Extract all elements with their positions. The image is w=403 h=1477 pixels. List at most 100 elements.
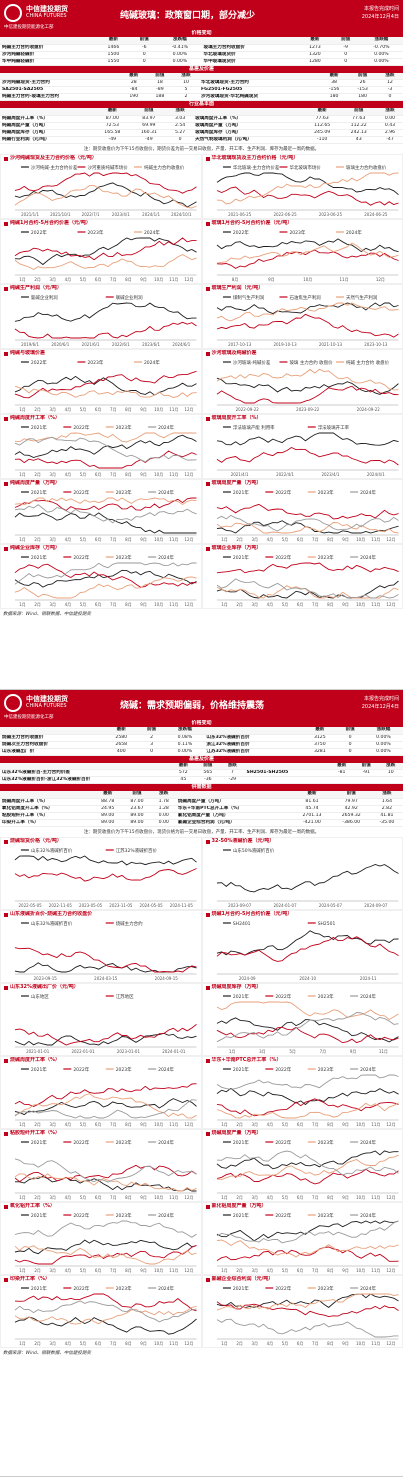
series-line [14, 1164, 197, 1182]
cell-value: 0 [130, 51, 159, 59]
series-line [14, 236, 197, 260]
x-tick-label: 10月 [154, 406, 163, 411]
x-tick-label: 2024/10/1 [171, 211, 192, 216]
chart-svg: 2021年 2022年 2023年 2024年 1月 2月 3月 4月 5月 6月 7月 8月 9月 10… [216, 1138, 399, 1200]
cell-value: 43 [340, 136, 377, 144]
x-tick-label: 8月 [327, 1121, 334, 1126]
footnote: 注：期货收盘价为下午15点收盘价，现货价格为前一交易日收盘，产量、开工率、生产利… [83, 829, 320, 835]
cell-value: 242.13 [340, 129, 377, 137]
x-tick-label: 3月 [50, 536, 57, 541]
chart-title: 沙河玻璃及纯碱价差 [203, 350, 403, 358]
chart-title: 印染开工率（%） [1, 1276, 201, 1284]
logo-mark-icon [4, 694, 22, 712]
x-tick-label: 2022/4/1 [276, 471, 294, 476]
cell-value: 0.11% [165, 741, 205, 749]
legend-label: 山东地区 [31, 992, 49, 999]
x-tick-label: 12月 [184, 276, 193, 281]
brand-name-cn: 中信建投期货 [26, 5, 68, 13]
x-tick-label: 4月 [266, 1121, 273, 1126]
legend-label: 2024年 [144, 358, 160, 365]
chart-svg: 2021年 2022年 2023年 2024年 1月 2月 3月 4月 5月 6月 7月 8月 9月 10… [14, 1211, 197, 1273]
chart-title-text: 玻璃周度开工率（%） [211, 415, 262, 421]
chart-title-text: 粘胶短纤开工率（%） [10, 1130, 61, 1136]
cell-value: 83.97 [130, 115, 168, 123]
x-tick-label: 6月 [296, 1267, 303, 1272]
title-marker-icon [205, 546, 210, 551]
legend-label: 江苏地区 [116, 992, 134, 999]
row-label: 烧碱周度开工率（%） [0, 798, 94, 806]
x-tick-label: 8月 [125, 1340, 132, 1345]
row-label: 氯碱企业综合利润（元/吨） [175, 819, 293, 827]
cell-value: 最新 [319, 72, 349, 80]
chart-svg: 华北玻璃-主力合约价差 华北玻璃市场价 玻璃主力合约收盘价 2021-06-25 202… [216, 163, 399, 217]
chart-title-text: 玻璃周度产量（万吨） [211, 480, 262, 486]
table-header-row: 最新 前值 涨跌 最新 前值 涨跌 [0, 762, 403, 770]
row-label: 氯化铝周度产量（万吨） [175, 812, 293, 820]
department-name: 中信建投期货能源化工部 [4, 715, 54, 720]
cell-value: 涨跌 [172, 72, 200, 80]
x-tick-label: 2023/4/1 [112, 211, 130, 216]
cell-value: 2 [172, 93, 200, 101]
x-tick-label: 3月 [251, 601, 258, 606]
series-line [216, 562, 399, 573]
chart-title-text: 纯碱企业库存（万吨） [10, 545, 61, 551]
table-row: 印染开工率（%） 89.00 89.00 0.00 氯碱企业综合利润（元/吨） -421.… [0, 819, 403, 827]
cell-value: 0.00 [376, 115, 403, 123]
cell-value: -110 [303, 136, 341, 144]
x-tick-label: 6月 [95, 601, 102, 606]
company-logo: 中信建投期货 CHINA FUTURES 中信建投期货能源化工部 [4, 4, 94, 30]
chart-title: 烧碱1月合约-5月合约价差（元/吨） [203, 911, 403, 919]
legend-label: 山东32%液碱折百价 [31, 846, 73, 853]
x-tick-label: 6月 [95, 1267, 102, 1272]
legend-label: 沙河重质纯碱市场价 [87, 163, 128, 170]
table-row: 山东32%液碱折百价-浙江32%液碱折百价 45 -36 -29 [0, 776, 403, 784]
row-label: 沙河纯碱现货-主力合约 [0, 79, 121, 87]
x-tick-label: 3月 [50, 1194, 57, 1199]
cell-value: 38 [319, 79, 349, 87]
row-label: 华东+华南PTC总开工率（%） [175, 805, 293, 813]
legend-label: 2023年 [317, 1211, 333, 1218]
report-page-soda-glass: 中信建投期货 CHINA FUTURES 中信建投期货能源化工部 纯碱玻璃：政策… [0, 0, 403, 690]
x-tick-label: 2022-05-05 [19, 902, 43, 907]
chart-title: 纯碱1月合约-5月合约价差（元/吨） [1, 220, 201, 228]
x-tick-label: 5月 [80, 406, 87, 411]
table-row: 纯碱周度开工率（%） 87.00 83.97 3.03 玻璃周度开工率（%） 77.63 7… [0, 115, 403, 123]
x-tick-label: 3月 [251, 536, 258, 541]
series-line [216, 519, 399, 534]
chart-title-text: 山东液碱折百价-烧碱主力合约收盘价 [10, 911, 93, 917]
x-tick-label: 9月 [140, 406, 147, 411]
chart-svg: 2021年 2022年 2023年 2024年 1月 2月 3月 4月 5月 6月 7月 8月 9月 10… [14, 423, 197, 477]
x-tick-label: 7月 [312, 1121, 319, 1126]
legend-label: 2022年 [73, 1065, 89, 1072]
x-tick-label: 6月 [95, 406, 102, 411]
row-label: 玻璃周度开工率（%） [193, 115, 304, 123]
x-tick-label: 3月 [251, 1194, 258, 1199]
x-tick-label: 5月 [80, 1340, 87, 1345]
cell-value: 前值 [331, 37, 360, 45]
cell-value: 前值 [336, 727, 364, 735]
cell-value: -421.00 [292, 819, 332, 827]
legend-label: 2022年 [31, 358, 47, 365]
legend-label: 2023年 [317, 1284, 333, 1291]
chart-panel: 氧化铝开工率（%） 2021年 2022年 2023年 2024年 1月 2月 3月 4月 5月 6… [0, 1201, 202, 1275]
series-line [216, 1220, 399, 1243]
legend-label: 2022年 [275, 1138, 291, 1145]
cell-value: 最新 [171, 762, 196, 770]
table-row: 沙河纯碱轻碱价 1500 0 0.00% 华北玻璃现货价 1320 0 0.00% [0, 51, 403, 59]
chart-svg: 2021年 2022年 2023年 2024年 1月 2月 3月 4月 5月 6月 7月 8月 9月 10… [14, 1284, 197, 1346]
fundamentals-table: 最新 前值 涨跌 最新 前值 涨跌 烧碱周度开工率（%） 88.78 87.00 1.78 烧碱周度… [0, 791, 403, 827]
x-tick-label: 7月 [312, 601, 319, 606]
cell-value: 1.28 [151, 805, 176, 813]
chart-title-text: 纯碱周度产量（万吨） [10, 480, 61, 486]
legend-label: 2023年 [87, 228, 103, 235]
row-label: 玻璃周度库存（万吨） [193, 129, 304, 137]
chart-panel: 华北玻璃现货及主力合约价格（元/吨） 华北玻璃-主力合约价差 华北玻璃市场价 玻璃主力… [201, 153, 403, 219]
x-tick-label: 2022-01-01 [71, 1048, 95, 1053]
x-tick-label: 3月 [50, 276, 57, 281]
chart-panel: 纯碱1月合约-5月合约价差（元/吨） 2022年 2023年 2024年 1月 2月 3月 4… [0, 218, 202, 284]
x-tick-label: 2023-11-05 [109, 902, 133, 907]
title-marker-icon [4, 416, 8, 421]
x-tick-label: 5月 [80, 1267, 87, 1272]
cell-value: 565 [195, 769, 221, 777]
chart-title: 玻璃周度产量（万吨） [203, 480, 403, 488]
